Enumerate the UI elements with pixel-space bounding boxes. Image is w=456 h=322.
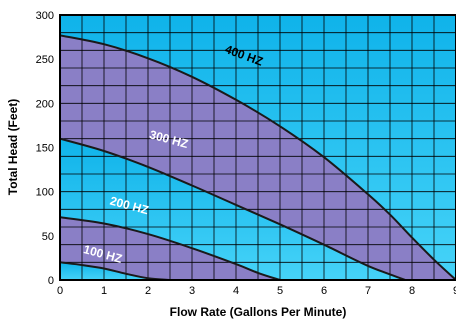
x-tick-label: 5: [277, 285, 283, 297]
curve-100-hz: [60, 261, 171, 280]
curve-lines: [60, 34, 456, 280]
grid-lines: [59, 14, 456, 281]
x-tick-label: 3: [189, 285, 195, 297]
y-tick-label: 200: [36, 98, 54, 110]
y-tick-label: 150: [36, 143, 54, 155]
x-tick-labels: 0 1 2 3 4 5 6 7 8 9: [57, 285, 456, 297]
x-tick-label: 6: [321, 285, 327, 297]
y-tick-label: 50: [42, 231, 54, 243]
x-tick-label: 4: [233, 285, 239, 297]
curve-400-hz: [60, 34, 456, 280]
y-axis-title: Total Head (Feet): [6, 99, 20, 195]
y-tick-labels: 0 50 100 150 200 250 300: [36, 10, 54, 287]
x-tick-label: 8: [409, 285, 415, 297]
x-tick-label: 9: [453, 285, 456, 297]
y-tick-label: 100: [36, 187, 54, 199]
curve-300-hz: [60, 137, 406, 280]
y-tick-label: 250: [36, 54, 54, 66]
x-tick-label: 1: [101, 285, 107, 297]
y-tick-label: 300: [36, 10, 54, 22]
x-axis-title: Flow Rate (Gallons Per Minute): [170, 305, 347, 319]
x-tick-label: 0: [57, 285, 63, 297]
y-tick-label: 0: [48, 275, 54, 287]
plot-border: [59, 14, 456, 281]
curve-200-hz: [60, 216, 281, 280]
plot-area: [59, 14, 456, 281]
x-tick-label: 2: [145, 285, 151, 297]
x-tick-label: 7: [365, 285, 371, 297]
